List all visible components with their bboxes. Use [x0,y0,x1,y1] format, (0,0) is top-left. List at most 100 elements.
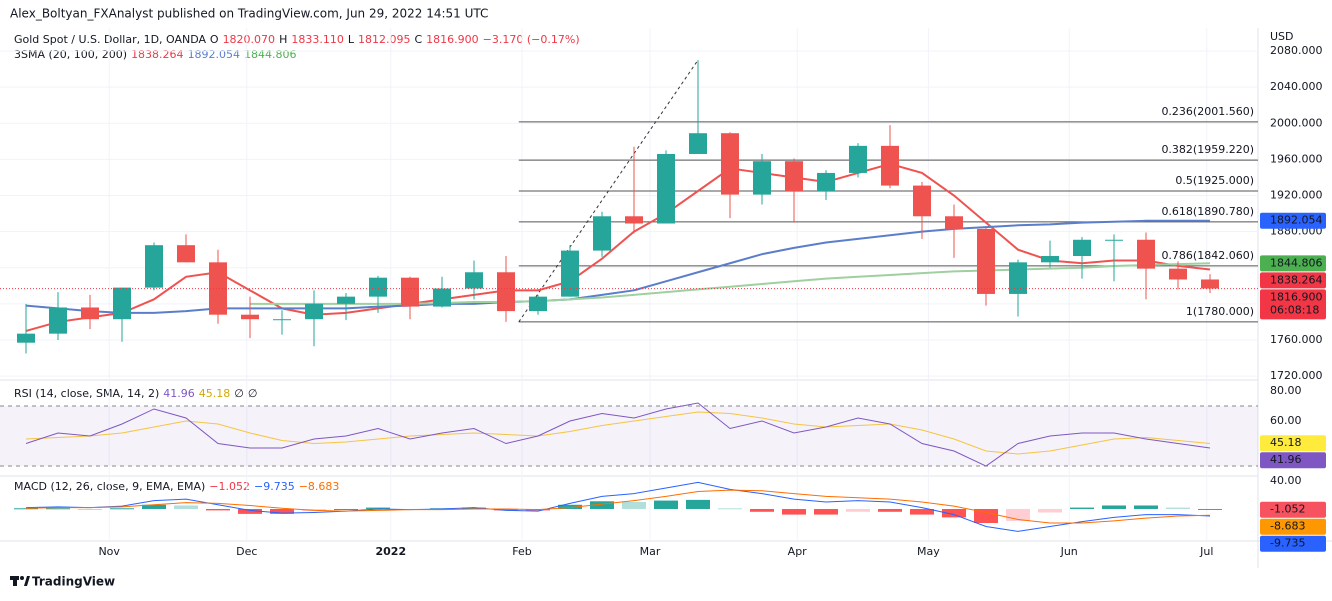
countdown: 06:08:18 [1270,303,1319,316]
axis-price-box [1260,212,1326,229]
macd-histogram-bar [1006,508,1030,521]
macd-histogram-bar [334,508,358,510]
legend-item: 45.18 [199,387,231,400]
macd-histogram-bar [366,507,390,509]
macd-histogram-bar [878,508,902,512]
legend-row: MACD (12, 26, close, 9, EMA, EMA) −1.052−… [14,480,339,493]
macd-histogram-bar [1038,508,1062,513]
candle-body [305,303,323,320]
macd-histogram-bar [110,508,134,510]
candle-body [1169,268,1187,280]
macd-histogram-bar [206,508,230,511]
sma-line [25,162,1211,332]
macd-histogram-bar [782,508,806,515]
macd-histogram-bar [78,508,102,510]
x-tick-label: May [917,545,940,558]
currency: USD [1270,30,1294,43]
candle-body [113,287,131,320]
axis-price-text: 1844.806 [1270,256,1323,269]
candle-body [145,245,163,288]
brand: TradingView [32,575,115,589]
x-tick-label: Feb [512,545,531,558]
macd-line [25,489,1211,524]
fib-label: 0.236(2001.560) [1161,105,1254,118]
macd-histogram-bar [718,508,742,510]
axis-price-box [1260,501,1326,518]
candle-body [657,153,675,224]
candle-body [337,296,355,304]
y-tick-label: 2040.000 [1270,80,1323,93]
macd-histogram-bar [686,499,710,509]
candle-body [369,277,387,297]
macd-histogram-bar [462,507,486,509]
axis-price-text: 41.96 [1270,453,1302,466]
fib-label: 1(1780.000) [1186,305,1254,318]
macd-histogram-bar [814,508,838,515]
legend-row: RSI (14, close, SMA, 14, 2) 41.96 45.18 ∅ ∅ [14,387,257,400]
y-tick-label: 1920.000 [1270,189,1323,202]
candle-body [753,161,771,195]
macd-histogram-bar [494,508,518,511]
y-tick-label: 1760.000 [1270,333,1323,346]
fib-label: 0.786(1842.060) [1161,249,1254,262]
sma-line [25,219,1210,314]
y-tick-label: 80.00 [1270,384,1302,397]
legend-item: 1844.806 [244,48,297,61]
y-tick-label: 40.00 [1270,474,1302,487]
candle-body [49,307,67,334]
candle-body [945,216,963,229]
candle-body [465,272,483,289]
candle-body [241,314,259,320]
rsi-band [0,405,1258,467]
y-tick-label: 1960.000 [1270,152,1323,165]
candle-body [497,272,515,312]
macd-histogram-bar [46,508,70,510]
candle-body [1201,279,1219,289]
fib-label: 0.618(1890.780) [1161,205,1254,218]
axis-price-text: -9.735 [1270,537,1305,550]
axis-price-box [1260,272,1326,289]
legend-item: −1.052 [209,480,250,493]
y-tick-label: 2080.000 [1270,44,1323,57]
macd-histogram-bar [654,500,678,509]
macd-histogram-bar [1134,505,1158,509]
candle-body [177,245,195,263]
y-tick-label: 2000.000 [1270,116,1323,129]
axis-price-box [1260,255,1326,272]
candle-body [1105,239,1123,241]
axis-price-box [1260,535,1326,552]
candle-body [721,133,739,195]
candle-body [1073,239,1091,257]
candle-body [689,133,707,154]
candle-body [433,288,451,307]
legend-item: −3.170 (−0.17%) [483,33,580,46]
macd-histogram-bar [910,508,934,515]
candle-body [849,145,867,173]
legend-item: 1833.110 [291,33,344,46]
legend-row: 3SMA (20, 100, 200) 1838.264 1892.054 1844.… [14,48,297,61]
legend-item: O [210,33,219,46]
candle-body [625,216,643,224]
rsi-line [25,411,1211,455]
macd-line [25,481,1211,532]
logo [10,576,30,586]
legend-item: RSI (14, close, SMA, 14, 2) [14,387,159,400]
legend-item: 1820.070 [223,33,276,46]
candle-body [913,185,931,217]
x-tick-label: Mar [640,545,661,558]
legend-row: Gold Spot / U.S. Dollar, 1D, OANDA O 1820.… [14,33,580,46]
sma-line [250,262,1211,305]
legend-item: C [414,33,422,46]
candle-body [561,250,579,297]
legend-item: H [279,33,287,46]
macd-histogram-bar [590,501,614,509]
macd-histogram-bar [846,508,870,512]
legend-item: 41.96 [163,387,195,400]
legend-item: 3SMA (20, 100, 200) [14,48,127,61]
legend-item: ∅ [234,387,244,400]
fib-label: 0.5(1925.000) [1175,174,1254,187]
legend-item: ∅ [248,387,258,400]
macd-histogram-bar [174,505,198,509]
